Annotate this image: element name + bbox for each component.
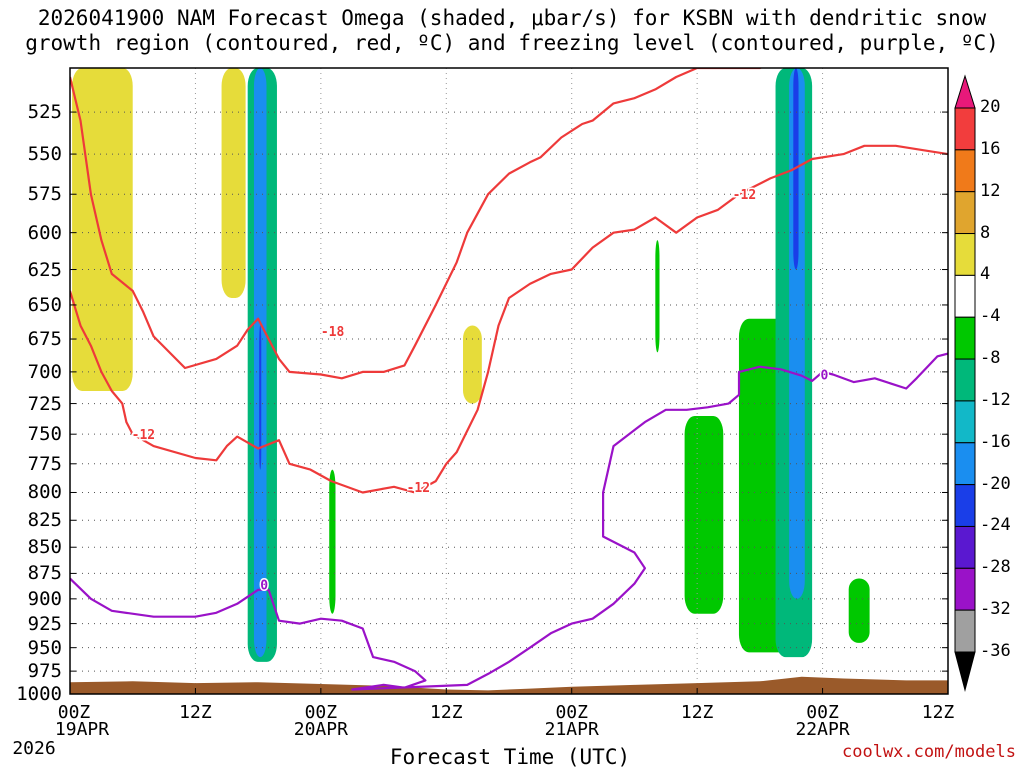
contour-label: 0 (820, 368, 828, 383)
omega-shade-region (684, 415, 724, 614)
y-tick-label: 650 (27, 293, 62, 316)
colorbar-swatch (954, 274, 976, 318)
x-date-label: 22APR (795, 719, 850, 740)
omega-shade-region (655, 240, 660, 353)
colorbar-swatch (954, 400, 976, 444)
contour-label: -18 (321, 325, 345, 340)
colorbar-swatch (954, 567, 976, 611)
colorbar-label: -12 (980, 389, 1011, 410)
omega-shade-region (329, 469, 336, 614)
colorbar-swatch (954, 358, 976, 402)
colorbar-swatch (954, 107, 976, 151)
y-tick-label: 800 (27, 481, 62, 504)
x-tick-label: 12Z (430, 702, 463, 723)
dgz-minus18-contour (70, 144, 948, 494)
y-tick-label: 700 (27, 360, 62, 383)
y-tick-label: 525 (27, 101, 62, 124)
y-tick-label: 950 (27, 636, 62, 659)
chart-title-line2: growth region (contoured, red, ºC) and f… (25, 31, 999, 55)
omega-shade-region (789, 68, 805, 599)
colorbar-label: -32 (980, 599, 1011, 620)
y-tick-label: 1000 (16, 683, 62, 705)
freezing-level-contour (70, 352, 948, 691)
colorbar-swatch (954, 233, 976, 276)
colorbar-label: 12 (980, 180, 1001, 201)
contour-label: -12 (132, 428, 155, 443)
x-date-label: 20APR (293, 719, 348, 740)
x-tick-label: 00Z (304, 702, 338, 723)
omega-shade-region (463, 325, 482, 404)
y-tick-label: 775 (27, 452, 62, 475)
x-tick-label: 00Z (806, 702, 839, 723)
colorbar-label: -20 (980, 473, 1011, 494)
x-year-label: 2026 (12, 738, 56, 759)
colorbar-label: -28 (980, 557, 1011, 578)
omega-shade-region (259, 325, 262, 470)
y-tick-label: 675 (27, 328, 62, 351)
y-tick-label: 875 (27, 562, 62, 585)
omega-shade-region (221, 68, 246, 298)
colorbar-swatch (954, 149, 976, 193)
colorbar-label: -4 (980, 306, 1001, 327)
omega-shade-region (72, 68, 133, 392)
x-tick-label: 12Z (921, 702, 955, 723)
colorbar-swatch (954, 484, 976, 527)
y-tick-label: 925 (27, 612, 62, 635)
dgz-minus12-contour (70, 68, 763, 380)
colorbar-top-arrow (954, 74, 976, 109)
x-tick-label: 00Z (57, 702, 91, 723)
colorbar-label: -36 (980, 641, 1011, 661)
x-date-label: 21APR (544, 719, 599, 740)
colorbar-label: 16 (980, 138, 1001, 159)
contour-label: -12 (407, 481, 430, 496)
x-tick-label: 00Z (555, 702, 588, 723)
y-tick-label: 975 (27, 660, 62, 683)
x-axis-title: Forecast Time (UTC) (389, 745, 631, 769)
colorbar-label: -24 (980, 515, 1011, 536)
y-tick-label: 550 (27, 143, 62, 166)
colorbar-swatch (954, 609, 976, 653)
colorbar-label: 8 (980, 222, 991, 243)
y-tick-label: 750 (27, 423, 62, 446)
colorbar-label: -16 (980, 431, 1011, 452)
y-tick-label: 825 (27, 509, 62, 532)
y-tick-label: 900 (27, 587, 62, 610)
y-tick-label: 575 (27, 183, 62, 206)
y-tick-label: 600 (27, 221, 62, 244)
y-tick-label: 625 (27, 258, 62, 281)
contour-label: 0 (260, 579, 268, 594)
colorbar-label: -8 (980, 348, 1001, 369)
plot-frame (69, 67, 949, 695)
colorbar-swatch (954, 191, 976, 235)
colorbar-bottom-arrow (954, 651, 976, 692)
colorbar-swatch (954, 316, 976, 360)
colorbar-label: 4 (980, 264, 991, 285)
colorbar-swatch (954, 525, 976, 569)
y-tick-label: 850 (27, 536, 62, 559)
omega-shade-region (848, 578, 870, 643)
chart-title-line1: 2026041900 NAM Forecast Omega (shaded, μ… (37, 6, 987, 30)
colorbar-swatch (954, 442, 976, 486)
contour-label: -12 (733, 188, 756, 203)
x-tick-label: 12Z (179, 702, 212, 723)
credit-link[interactable]: coolwx.com/models (842, 742, 1016, 762)
colorbar-label: 20 (980, 97, 1001, 117)
terrain-surface (70, 676, 948, 694)
y-tick-label: 725 (27, 392, 62, 415)
x-date-label: 19APR (54, 719, 110, 740)
x-tick-label: 12Z (680, 702, 714, 723)
